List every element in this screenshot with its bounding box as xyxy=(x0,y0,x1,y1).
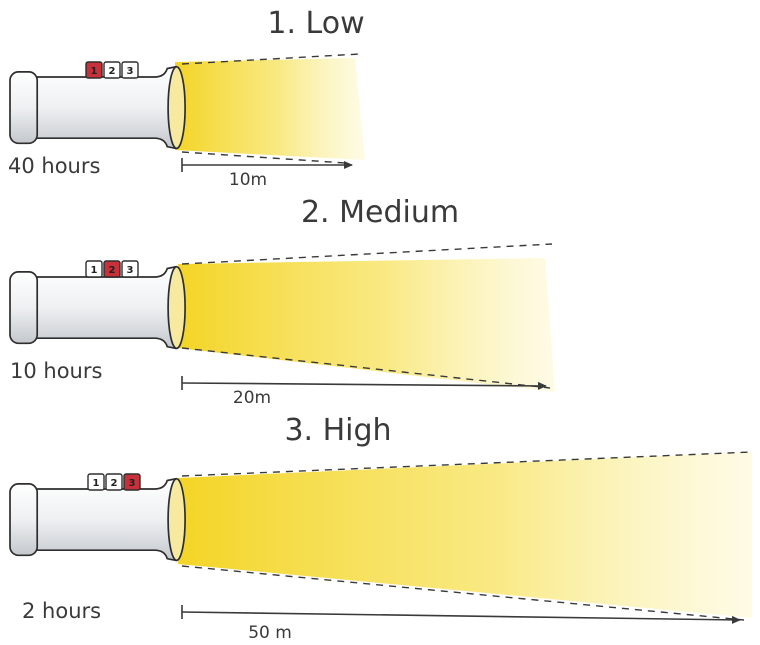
mode-button-1[interactable] xyxy=(85,61,103,79)
mode-button-3-label: 3 xyxy=(129,478,136,489)
runtime-label: 2 hours xyxy=(22,599,101,623)
light-beam xyxy=(178,452,752,618)
mode-button-1-label: 1 xyxy=(93,478,100,489)
beam-edge-top xyxy=(181,451,753,477)
beam-edge-top xyxy=(181,243,553,265)
mode-title: 3. High xyxy=(284,413,391,448)
mode-button-2[interactable] xyxy=(103,260,121,278)
mode-button-3[interactable] xyxy=(123,473,141,491)
mode-low: 1. Low 1 2 3 40 hours 10m xyxy=(8,6,365,190)
mode-buttons[interactable]: 1 2 3 xyxy=(85,260,139,278)
mode-button-1-label: 1 xyxy=(91,66,98,77)
mode-button-2-label: 2 xyxy=(109,265,116,276)
beam-edge-bottom xyxy=(181,151,346,164)
beam-edge-top xyxy=(181,53,361,65)
runtime-label: 40 hours xyxy=(8,154,100,178)
mode-button-1[interactable] xyxy=(85,260,103,278)
mode-button-2[interactable] xyxy=(105,473,123,491)
mode-button-3[interactable] xyxy=(121,61,139,79)
flashlight xyxy=(9,265,186,350)
mode-button-1[interactable] xyxy=(87,473,105,491)
mode-title: 2. Medium xyxy=(301,195,459,230)
distance-arrow xyxy=(181,611,741,624)
distance-label: 20m xyxy=(233,388,271,408)
mode-title: 1. Low xyxy=(267,6,364,41)
beam-edge-bottom xyxy=(181,347,551,389)
mode-button-2-label: 2 xyxy=(111,478,118,489)
mode-medium: 2. Medium 1 2 3 10 hours 20m xyxy=(9,195,555,408)
mode-buttons[interactable]: 1 2 3 xyxy=(85,61,139,79)
beam-edge-bottom xyxy=(181,565,745,621)
mode-button-1-label: 1 xyxy=(91,265,98,276)
mode-buttons[interactable]: 1 2 3 xyxy=(87,473,141,491)
mode-button-3[interactable] xyxy=(121,260,139,278)
runtime-label: 10 hours xyxy=(10,359,102,383)
mode-button-3-label: 3 xyxy=(127,265,134,276)
distance-arrow xyxy=(181,381,547,390)
mode-high: 3. High 1 2 3 2 hours 50 m xyxy=(9,413,753,643)
light-beam xyxy=(178,258,555,392)
mode-button-2-label: 2 xyxy=(109,66,116,77)
distance-label: 10m xyxy=(229,170,267,190)
mode-button-3-label: 3 xyxy=(127,66,134,77)
flashlight xyxy=(9,65,186,150)
distance-label: 50 m xyxy=(248,623,292,643)
flashlight xyxy=(9,477,186,562)
light-beam xyxy=(175,58,365,160)
mode-button-2[interactable] xyxy=(103,61,121,79)
